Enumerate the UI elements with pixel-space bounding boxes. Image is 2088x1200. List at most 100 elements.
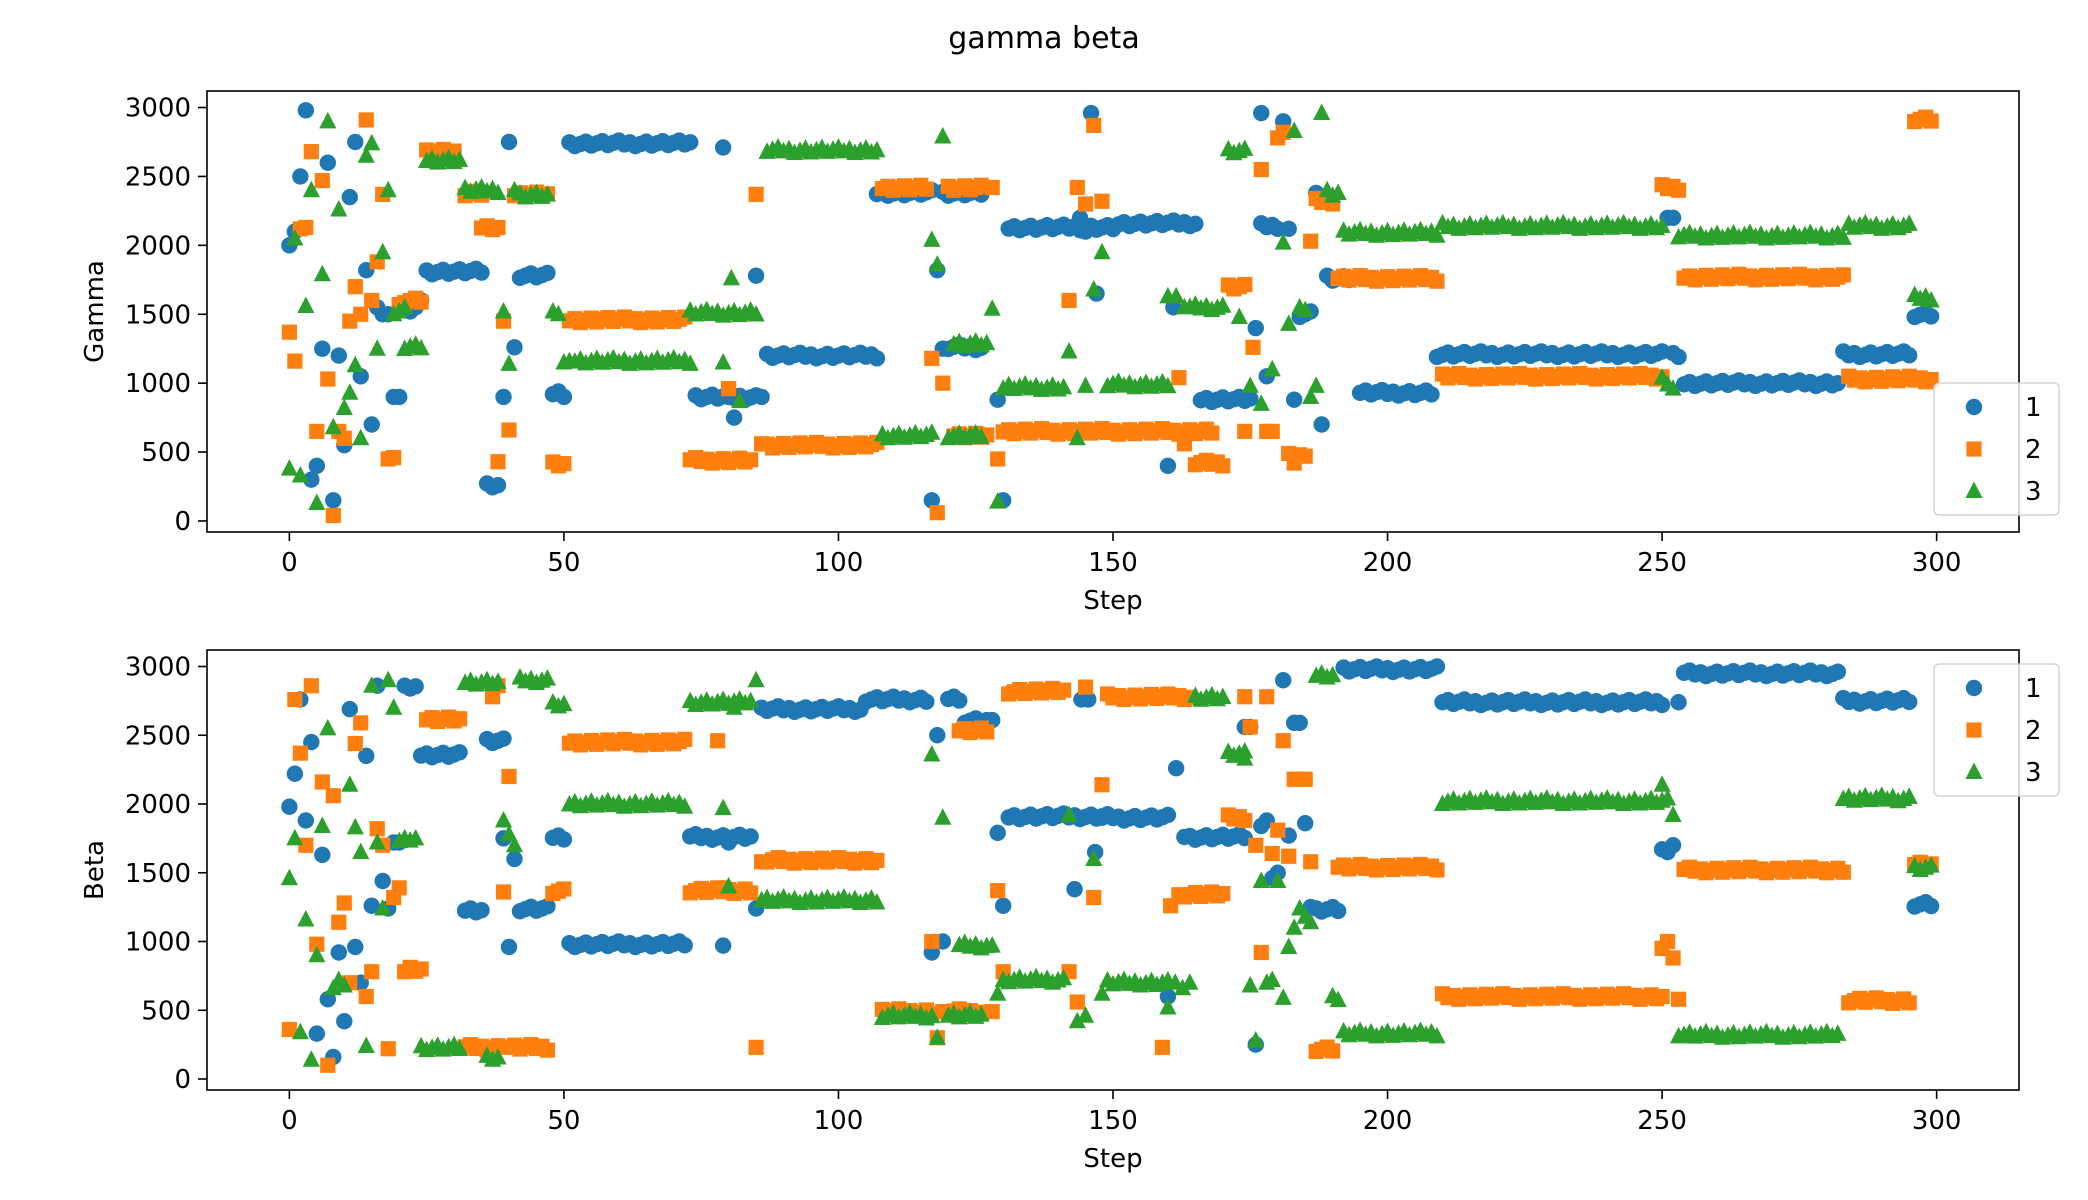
beta-series-2-point xyxy=(1237,689,1253,705)
gamma-series-2-point xyxy=(490,454,506,470)
beta-series-1-point xyxy=(1159,988,1177,1005)
gamma-series-3-point xyxy=(368,339,386,356)
gamma-x-tick-label: 50 xyxy=(547,548,580,578)
beta-series-2-point xyxy=(303,678,319,694)
beta-series-3-point xyxy=(747,670,765,688)
gamma-series-3-point xyxy=(1922,290,1940,308)
gamma-series-3-point xyxy=(549,304,568,322)
beta-series-2-point xyxy=(309,936,325,952)
gamma-series-1-point xyxy=(1242,390,1259,407)
beta-series-1-point xyxy=(495,730,512,747)
gamma-series-3-point xyxy=(1307,376,1325,393)
beta-series-3-point xyxy=(1274,988,1292,1005)
beta-series-2-point xyxy=(369,821,385,837)
gamma-series-3-point xyxy=(989,492,1007,509)
gamma-series-2-point xyxy=(501,422,517,438)
gamma-series-1-point xyxy=(297,102,315,119)
beta-series-2-point xyxy=(364,964,380,980)
gamma-series-3-point xyxy=(538,185,557,202)
gamma-series-3-point xyxy=(489,183,507,200)
gamma-series-1-point xyxy=(314,340,331,357)
beta-series-3-point xyxy=(1829,1024,1847,1041)
gamma-series-3-point xyxy=(319,111,337,129)
gamma-series-1-point xyxy=(1286,391,1303,408)
gamma-series-3-point xyxy=(286,228,304,246)
gamma-series-3-point xyxy=(1313,103,1331,121)
gamma-series-3-point xyxy=(714,352,732,370)
gamma-series-1-point xyxy=(1159,457,1177,475)
gamma-series-3-point xyxy=(681,354,699,371)
beta-series-3-point xyxy=(923,1006,941,1024)
beta-series-3-point xyxy=(989,984,1007,1001)
beta-series-3-point xyxy=(1214,687,1232,705)
beta-series-3-point xyxy=(489,672,507,689)
gamma-series-1-point xyxy=(1313,416,1330,433)
gamma-series-3-point xyxy=(1302,387,1320,404)
beta-series-3-point xyxy=(1241,976,1259,993)
gamma-series-3-point xyxy=(1085,279,1103,297)
beta-y-tick-label: 1500 xyxy=(125,859,191,889)
gamma-y-axis-label: Gamma xyxy=(80,260,110,363)
gamma-series-3-point xyxy=(308,493,326,511)
beta-series-2-point xyxy=(1270,822,1286,838)
beta-series-2-point xyxy=(298,837,314,853)
beta-series-1-point xyxy=(358,747,375,765)
gamma-series-2-point xyxy=(386,449,402,466)
gamma-series-3-point xyxy=(1167,286,1185,304)
beta-series-2-point xyxy=(1215,886,1231,902)
beta-series-3-point xyxy=(1329,990,1347,1008)
beta-series-2-point xyxy=(1303,854,1319,870)
gamma-series-2-point xyxy=(309,423,325,439)
gamma-series-3-point xyxy=(983,299,1001,316)
beta-y-axis-label: Beta xyxy=(80,840,110,900)
gamma-series-3-point xyxy=(1296,300,1314,318)
gamma-legend-label-2: 2 xyxy=(2025,435,2042,465)
beta-series-3-point xyxy=(1054,968,1073,986)
gamma-series-2-point xyxy=(935,375,951,391)
gamma-series-3-point xyxy=(1076,376,1095,393)
beta-series-3-point xyxy=(1159,998,1177,1015)
gamma-y-tick-label: 2500 xyxy=(125,162,191,192)
gamma-series-3-point xyxy=(1653,216,1671,234)
gamma-panel: 0 50 100 150 200 250 300 0 500 1000 1500 2000 2500 3… xyxy=(80,90,2060,616)
gamma-series-3-point xyxy=(868,140,886,158)
gamma-series-2-point xyxy=(1094,193,1110,209)
gamma-series-1-point xyxy=(1670,348,1687,366)
beta-series-3-point xyxy=(923,745,941,762)
gamma-series-2-point xyxy=(325,507,341,524)
gamma-series-2-point xyxy=(364,292,380,309)
gamma-series-3-point xyxy=(1093,242,1111,260)
gamma-series-3-point xyxy=(1214,296,1232,313)
beta-series-1-point xyxy=(1329,902,1347,920)
gamma-series-2-point xyxy=(336,430,352,446)
beta-series-3-point xyxy=(538,669,557,686)
beta-series-2-point xyxy=(1154,1039,1171,1055)
gamma-series-3-point xyxy=(357,146,375,163)
beta-series-3-point xyxy=(335,976,353,993)
beta-series-3-point xyxy=(725,698,743,715)
beta-series-2-point xyxy=(336,895,352,911)
beta-series-1-point xyxy=(1900,693,1918,711)
gamma-series-1-point xyxy=(753,388,770,406)
beta-series-2-point xyxy=(451,711,468,727)
beta-series-3-point xyxy=(1900,787,1918,804)
gamma-series-2-point xyxy=(1670,182,1687,198)
gamma-series-1 xyxy=(281,102,1940,509)
beta-series-1-point xyxy=(1291,714,1308,732)
gamma-series-2-point xyxy=(1237,276,1253,293)
beta-series-1-point xyxy=(676,937,693,954)
beta-series-3-point xyxy=(1285,918,1303,935)
gamma-series-2-point xyxy=(743,452,759,468)
beta-series-3 xyxy=(280,664,1940,1067)
beta-series-2-point xyxy=(1297,771,1313,787)
gamma-series-3-point xyxy=(346,355,364,373)
gamma-series-1-point xyxy=(390,388,408,406)
beta-series-2-point xyxy=(320,1057,336,1073)
beta-x-tick-label: 200 xyxy=(1363,1106,1413,1136)
gamma-series-1-point xyxy=(1247,319,1264,337)
gamma-series-1-point xyxy=(682,134,699,151)
beta-series-2-point xyxy=(1077,679,1094,695)
gamma-series-3-point xyxy=(1664,379,1682,396)
beta-series-2-point xyxy=(331,914,347,930)
gamma-series-1-point xyxy=(325,492,342,509)
